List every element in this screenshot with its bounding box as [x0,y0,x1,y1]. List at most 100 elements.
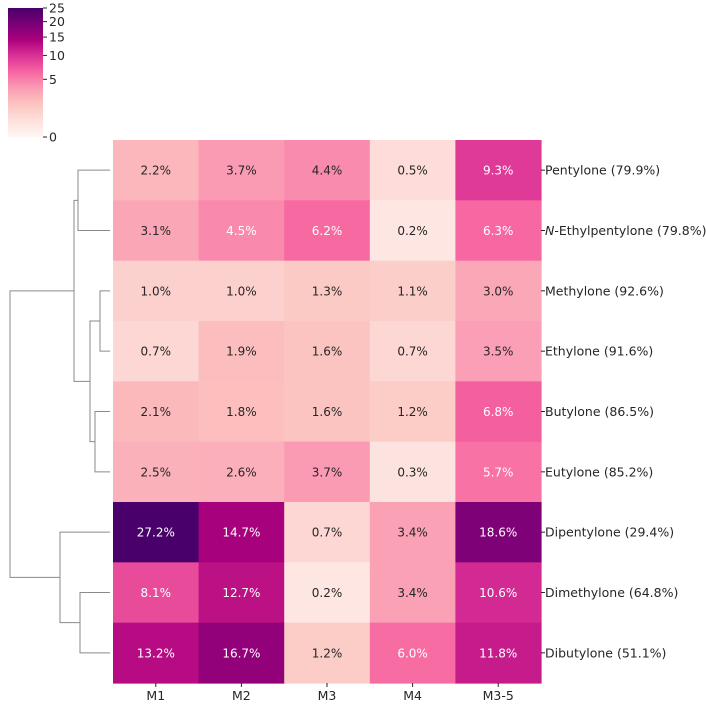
heatmap-cell [284,381,371,443]
colorbar-gradient [8,8,43,137]
cell-value-label: 3.5% [483,345,514,359]
row-label: Dibutylone (51.1%) [545,645,666,660]
column-label: M3 [318,688,337,703]
dendrogram-link [79,592,110,654]
cell-value-label: 0.5% [397,164,428,178]
heatmap-cell [369,260,456,322]
dendrogram-link [99,290,110,352]
heatmap-cell [113,622,200,684]
colorbar-tick-label: 20 [49,14,65,29]
heatmap-cell [113,200,200,262]
cell-value-label: 5.7% [483,465,514,479]
row-label: Eutylone (85.2%) [545,464,653,479]
row-label: N-Ethylpentylone (79.8%) [545,223,706,238]
cell-value-label: 4.4% [312,164,343,178]
colorbar-tick-label: 5 [49,72,57,87]
dendrogram-link [9,290,74,578]
heatmap-cell [455,381,542,443]
cell-value-label: 0.3% [397,465,428,479]
cell-value-label: 2.6% [226,465,257,479]
colorbar-tick-label: 25 [49,1,65,16]
heatmap-cell [198,562,285,624]
cell-value-label: 1.6% [312,345,343,359]
heatmap-cell [284,200,371,262]
cell-value-label: 0.7% [141,345,172,359]
column-label: M2 [232,688,251,703]
dendrogram-link [94,411,110,473]
cell-value-label: 1.0% [226,284,257,298]
cell-value-label: 10.6% [479,586,517,600]
heatmap-cell [113,562,200,624]
cell-value-label: 2.1% [141,405,172,419]
heatmap-cell [198,502,285,563]
colorbar-tick-label: 10 [49,48,65,63]
cell-value-label: 3.4% [397,586,428,600]
cell-value-label: 6.8% [483,405,514,419]
column-label: M3-5 [483,688,514,703]
dendrogram-link [59,531,110,624]
cell-value-label: 8.1% [141,586,172,600]
cell-value-label: 1.3% [312,284,343,298]
colorbar-tick-label: 15 [49,30,65,45]
heatmap-cell [369,140,456,201]
cell-value-label: 6.0% [397,646,428,660]
cell-value-label: 0.2% [312,586,343,600]
heatmap-cell [198,140,285,201]
cell-value-label: 3.4% [397,526,428,540]
heatmap-cell [113,140,200,201]
heatmap-cell [198,441,285,503]
row-dendrogram [9,169,110,654]
cell-value-label: 27.2% [137,526,175,540]
cell-value-label: 0.7% [312,526,343,540]
heatmap-cell [113,502,200,563]
cell-value-label: 16.7% [222,646,260,660]
cell-value-label: 1.0% [141,284,172,298]
dendrogram-link [77,169,110,231]
row-label: Methylone (92.6%) [545,283,664,298]
row-label: Butylone (86.5%) [545,404,654,419]
heatmap-cell [455,502,542,563]
cell-value-label: 3.7% [312,465,343,479]
colorbar-tick-label: 0 [49,130,57,145]
heatmap-cell [369,562,456,624]
heatmap-cell [455,562,542,624]
heatmap-cell [369,321,456,382]
cell-value-label: 2.5% [141,465,172,479]
heatmap-cells: 2.2% 3.7% 4.4% 0.5% 9.3% 3.1% 4.5% 6.2% 0.2% 6.3%… [113,140,542,684]
cell-value-label: 3.7% [226,164,257,178]
heatmap-cell [284,622,371,684]
cell-value-label: 1.2% [312,646,343,660]
column-labels: M1 M2 M3 M4 M3-5 [146,683,514,703]
cell-value-label: 9.3% [483,164,514,178]
heatmap-cell [284,441,371,503]
heatmap-cell [455,622,542,684]
heatmap-cell [198,381,285,443]
heatmap-cell [369,622,456,684]
heatmap-cell [369,502,456,563]
heatmap-cell [455,200,542,262]
cell-value-label: 11.8% [479,646,517,660]
heatmap-cell [369,200,456,262]
heatmap-cell [113,321,200,382]
heatmap-cell [198,622,285,684]
cell-value-label: 3.1% [141,224,172,238]
row-label: Dimethylone (64.8%) [545,585,678,600]
heatmap-cell [113,441,200,503]
cell-value-label: 6.3% [483,224,514,238]
heatmap-cell [455,321,542,382]
cell-value-label: 18.6% [479,526,517,540]
heatmap-cell [284,260,371,322]
row-label: Ethylone (91.6%) [545,344,653,359]
row-label: Pentylone (79.9%) [545,163,660,178]
cell-value-label: 1.9% [226,345,257,359]
cell-value-label: 3.0% [483,284,514,298]
cell-value-label: 1.8% [226,405,257,419]
heatmap-cell [369,381,456,443]
heatmap-cell [198,200,285,262]
heatmap-cell [455,260,542,322]
heatmap-cell [198,321,285,382]
heatmap-cell [113,381,200,443]
cell-value-label: 1.1% [397,284,428,298]
